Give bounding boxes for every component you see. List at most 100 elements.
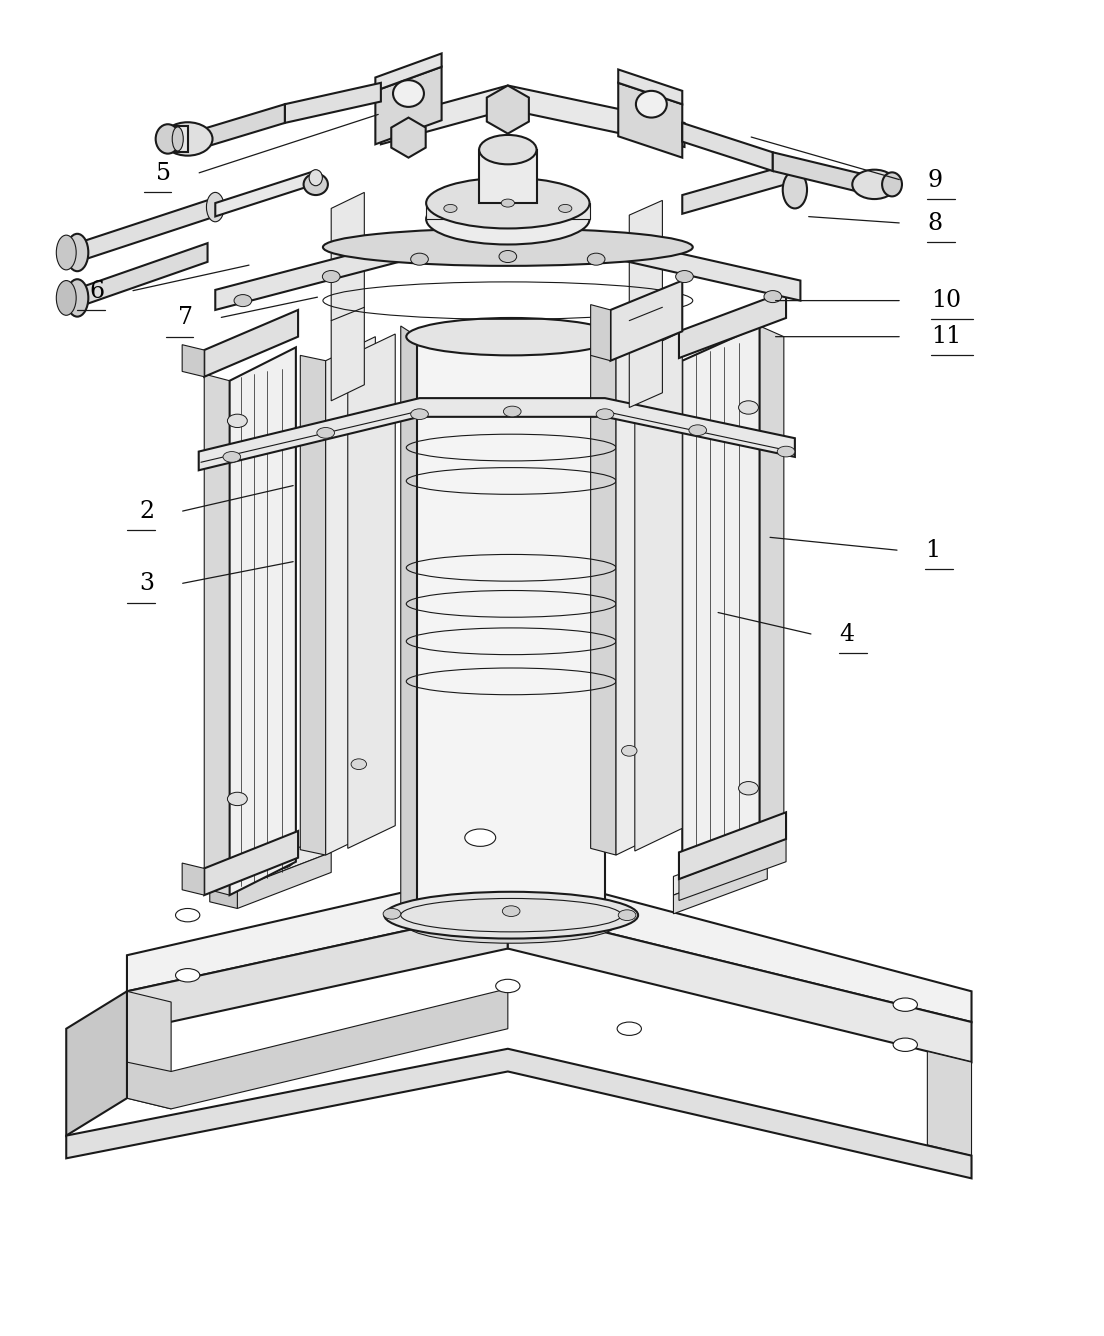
Polygon shape	[375, 67, 442, 144]
Text: 8: 8	[927, 211, 943, 235]
Ellipse shape	[206, 192, 224, 222]
Ellipse shape	[411, 254, 428, 265]
Polygon shape	[230, 347, 296, 895]
Ellipse shape	[783, 171, 807, 208]
Polygon shape	[127, 989, 508, 1109]
Ellipse shape	[676, 271, 693, 283]
Ellipse shape	[56, 281, 76, 315]
Ellipse shape	[559, 204, 572, 212]
Ellipse shape	[66, 234, 88, 271]
Ellipse shape	[852, 170, 896, 199]
Polygon shape	[629, 200, 662, 407]
Polygon shape	[635, 331, 682, 851]
Polygon shape	[210, 882, 237, 908]
Polygon shape	[760, 326, 784, 855]
Polygon shape	[679, 839, 786, 900]
Text: 1: 1	[925, 538, 941, 562]
Text: 2: 2	[139, 500, 155, 524]
Ellipse shape	[322, 271, 340, 283]
Ellipse shape	[426, 178, 590, 228]
Polygon shape	[188, 104, 285, 152]
Polygon shape	[168, 126, 188, 152]
Ellipse shape	[172, 127, 183, 151]
Ellipse shape	[893, 998, 917, 1011]
Ellipse shape	[503, 406, 521, 417]
Ellipse shape	[176, 969, 200, 982]
Ellipse shape	[176, 908, 200, 922]
Polygon shape	[215, 171, 315, 216]
Text: 10: 10	[931, 289, 960, 313]
Polygon shape	[182, 345, 204, 377]
Ellipse shape	[764, 291, 782, 303]
Ellipse shape	[351, 759, 367, 770]
Ellipse shape	[617, 1022, 641, 1035]
Ellipse shape	[739, 401, 758, 414]
Polygon shape	[331, 192, 364, 401]
Polygon shape	[77, 198, 215, 262]
Polygon shape	[300, 355, 326, 855]
Polygon shape	[127, 991, 171, 1109]
Polygon shape	[673, 860, 767, 914]
Polygon shape	[204, 374, 230, 895]
Ellipse shape	[689, 425, 707, 436]
Polygon shape	[773, 152, 872, 195]
Ellipse shape	[227, 414, 247, 428]
Ellipse shape	[704, 864, 735, 882]
Polygon shape	[182, 863, 204, 895]
Polygon shape	[204, 831, 298, 895]
Text: 3: 3	[139, 572, 155, 596]
Ellipse shape	[465, 828, 496, 847]
Polygon shape	[616, 334, 666, 855]
Text: 6: 6	[89, 279, 105, 303]
Ellipse shape	[317, 428, 335, 438]
Ellipse shape	[66, 279, 88, 317]
Ellipse shape	[636, 91, 667, 118]
Polygon shape	[431, 826, 530, 884]
Polygon shape	[679, 812, 786, 879]
Polygon shape	[487, 86, 529, 134]
Ellipse shape	[411, 409, 428, 420]
Polygon shape	[679, 291, 786, 358]
Polygon shape	[375, 53, 442, 91]
Ellipse shape	[501, 199, 514, 207]
Polygon shape	[391, 118, 426, 158]
Ellipse shape	[777, 446, 795, 457]
Polygon shape	[673, 842, 767, 895]
Text: 11: 11	[931, 325, 960, 349]
Polygon shape	[431, 808, 530, 864]
Ellipse shape	[223, 452, 241, 462]
Ellipse shape	[496, 979, 520, 993]
Ellipse shape	[739, 782, 758, 795]
Ellipse shape	[479, 135, 537, 164]
Text: 5: 5	[156, 162, 171, 186]
Ellipse shape	[882, 172, 902, 196]
Polygon shape	[479, 150, 537, 203]
Polygon shape	[401, 326, 417, 925]
Polygon shape	[237, 852, 331, 908]
Polygon shape	[381, 86, 684, 147]
Text: 9: 9	[927, 168, 943, 192]
Ellipse shape	[893, 1038, 917, 1051]
Ellipse shape	[502, 906, 520, 916]
Ellipse shape	[163, 123, 212, 156]
Ellipse shape	[499, 251, 517, 263]
Ellipse shape	[444, 204, 457, 212]
Ellipse shape	[227, 792, 247, 806]
Polygon shape	[618, 83, 682, 158]
Ellipse shape	[622, 745, 637, 756]
Polygon shape	[417, 337, 605, 925]
Ellipse shape	[383, 908, 401, 919]
Polygon shape	[618, 69, 682, 104]
Ellipse shape	[323, 228, 693, 266]
Ellipse shape	[393, 80, 424, 107]
Polygon shape	[127, 868, 972, 1022]
Ellipse shape	[234, 295, 252, 307]
Polygon shape	[66, 1049, 972, 1178]
Polygon shape	[348, 334, 395, 848]
Polygon shape	[611, 281, 682, 361]
Polygon shape	[591, 351, 616, 855]
Ellipse shape	[263, 852, 294, 870]
Polygon shape	[237, 835, 331, 888]
Polygon shape	[199, 398, 795, 470]
Text: 7: 7	[178, 306, 193, 330]
